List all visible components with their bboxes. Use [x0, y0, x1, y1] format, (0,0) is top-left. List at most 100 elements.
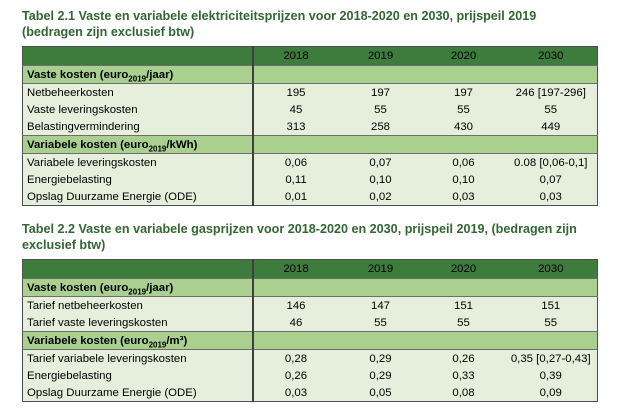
cell-value: 0,01	[252, 188, 339, 206]
cell-value: 0,35 [0,27-0,43]	[504, 349, 598, 367]
cell-value: 0,11	[252, 171, 339, 188]
cell-value: 46	[252, 314, 339, 332]
section-empty-cells	[252, 135, 598, 154]
section-label-unit: /jaar)	[146, 68, 174, 81]
cell-value: 0,06	[252, 153, 339, 171]
cell-value: 195	[252, 83, 339, 101]
table-row: Tarief vaste leveringskosten 46 55 55 55	[22, 314, 598, 332]
section-label-subscript: 2019	[128, 73, 147, 83]
cell-value: 313	[252, 118, 339, 136]
year-column-header: 2030	[504, 259, 598, 279]
cell-value: 45	[252, 101, 339, 118]
table-row: Variabele leveringskosten 0,06 0,07 0,06…	[22, 153, 598, 171]
section-label-text: Vaste kosten (euro	[27, 68, 129, 81]
section-label-unit: /kWh)	[166, 138, 198, 151]
section-label-text: Vaste kosten (euro	[27, 281, 129, 294]
cell-value: 0,29	[338, 367, 423, 384]
cell-value: 258	[338, 118, 423, 136]
document-page: Tabel 2.1 Vaste en variabele elektricite…	[22, 9, 598, 402]
section-label: Variabele kosten (euro2019/kWh)	[22, 135, 254, 154]
section-label: Variabele kosten (euro2019/m³)	[22, 331, 254, 350]
section-header-row: Variabele kosten (euro2019/m³)	[22, 331, 598, 350]
cell-value: 151	[422, 296, 505, 314]
cell-value: 0,10	[422, 171, 505, 188]
row-label: Variabele leveringskosten	[22, 153, 254, 171]
cell-value: 246 [197-296]	[504, 83, 598, 101]
cell-value: 55	[422, 314, 505, 332]
row-label: Opslag Duurzame Energie (ODE)	[22, 384, 254, 402]
row-label: Energiebelasting	[22, 171, 254, 188]
table-row: Energiebelasting 0,11 0,10 0,10 0,07	[22, 171, 598, 188]
cell-value: 0,05	[338, 384, 423, 402]
header-corner-cell	[22, 46, 254, 66]
section-header-row: Variabele kosten (euro2019/kWh)	[22, 135, 598, 154]
table-row: Netbeheerkosten 195 197 197 246 [197-296…	[22, 83, 598, 101]
cell-value: 0,29	[338, 349, 423, 367]
row-label: Tarief netbeheerkosten	[22, 296, 254, 314]
cell-value: 0,06	[422, 153, 505, 171]
electricity-prices-table: 2018 2019 2020 2030 Vaste kosten (euro20…	[22, 46, 598, 206]
cell-value: 197	[338, 83, 423, 101]
cell-value: 0,03	[504, 188, 598, 206]
section-label-text: Variabele kosten (euro	[27, 334, 149, 347]
cell-value: 0,09	[504, 384, 598, 402]
cell-value: 0,02	[338, 188, 423, 206]
section-label: Vaste kosten (euro2019/jaar)	[22, 278, 254, 297]
section-empty-cells	[252, 278, 598, 297]
year-header-row: 2018 2019 2020 2030	[22, 259, 598, 279]
cell-value: 0,33	[422, 367, 505, 384]
cell-value: 0,26	[252, 367, 339, 384]
table-row: Energiebelasting 0,26 0,29 0,33 0,39	[22, 367, 598, 384]
cell-value: 0.08 [0,06-0,1]	[504, 153, 598, 171]
cell-value: 0,07	[338, 153, 423, 171]
cell-value: 55	[422, 101, 505, 118]
section-label-text: Variabele kosten (euro	[27, 138, 149, 151]
table-2-1-caption: Tabel 2.1 Vaste en variabele elektricite…	[22, 9, 537, 39]
cell-value: 0,08	[422, 384, 505, 402]
year-column-header: 2019	[338, 259, 423, 279]
section-empty-cells	[252, 331, 598, 350]
cell-value: 0,03	[422, 188, 505, 206]
cell-value: 147	[338, 296, 423, 314]
year-column-header: 2019	[338, 46, 423, 66]
year-column-header: 2018	[252, 259, 339, 279]
year-column-header: 2020	[422, 46, 505, 66]
section-label-unit: /m³)	[166, 334, 188, 347]
table-row: Opslag Duurzame Energie (ODE) 0,03 0,05 …	[22, 384, 598, 402]
cell-value: 151	[504, 296, 598, 314]
header-corner-cell	[22, 259, 254, 279]
section-header-row: Vaste kosten (euro2019/jaar)	[22, 278, 598, 297]
year-column-header: 2020	[422, 259, 505, 279]
cell-value: 55	[338, 101, 423, 118]
row-label: Tarief variabele leveringskosten	[22, 349, 254, 367]
table-row: Tarief netbeheerkosten 146 147 151 151	[22, 296, 598, 314]
cell-value: 55	[504, 314, 598, 332]
cell-value: 0,10	[338, 171, 423, 188]
cell-value: 55	[338, 314, 423, 332]
row-label: Opslag Duurzame Energie (ODE)	[22, 188, 254, 206]
cell-value: 430	[422, 118, 505, 136]
cell-value: 55	[504, 101, 598, 118]
cell-value: 449	[504, 118, 598, 136]
section-label-subscript: 2019	[148, 339, 167, 349]
section-header-row: Vaste kosten (euro2019/jaar)	[22, 65, 598, 84]
row-label: Belastingvermindering	[22, 118, 254, 136]
cell-value: 0,39	[504, 367, 598, 384]
year-column-header: 2018	[252, 46, 339, 66]
section-empty-cells	[252, 65, 598, 84]
table-row: Tarief variabele leveringskosten 0,28 0,…	[22, 349, 598, 367]
cell-value: 0,28	[252, 349, 339, 367]
section-label: Vaste kosten (euro2019/jaar)	[22, 65, 254, 84]
cell-value: 146	[252, 296, 339, 314]
gas-prices-table: 2018 2019 2020 2030 Vaste kosten (euro20…	[22, 259, 598, 402]
section-label-subscript: 2019	[148, 143, 167, 153]
cell-value: 0,03	[252, 384, 339, 402]
year-column-header: 2030	[504, 46, 598, 66]
table-row: Belastingvermindering 313 258 430 449	[22, 118, 598, 136]
cell-value: 0,26	[422, 349, 505, 367]
cell-value: 197	[422, 83, 505, 101]
row-label: Netbeheerkosten	[22, 83, 254, 101]
table-2-2-caption: Tabel 2.2 Vaste en variabele gasprijzen …	[22, 222, 577, 252]
row-label: Tarief vaste leveringskosten	[22, 314, 254, 332]
cell-value: 0,07	[504, 171, 598, 188]
